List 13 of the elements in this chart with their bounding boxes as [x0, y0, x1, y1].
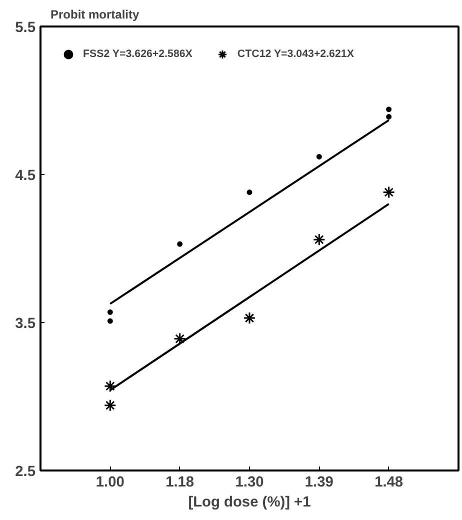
x-tick-label: 1.18	[166, 474, 194, 490]
y-axis-title: Probit mortality	[50, 8, 140, 22]
x-tick-label: 1.00	[96, 474, 124, 490]
y-tick-label: 2.5	[15, 464, 36, 480]
x-tick-label: 1.48	[374, 474, 404, 490]
x-tick-label: 1.30	[235, 474, 264, 490]
x-tick-label: 1.39	[304, 474, 334, 490]
x-axis-title: [Log dose (%)] +1	[188, 494, 311, 510]
y-tick-label: 4.5	[15, 168, 36, 184]
y-tick-label: 5.5	[15, 20, 36, 36]
legend-label: CTC12 Y=3.043+2.621X	[237, 48, 354, 60]
y-tick-label: 3.5	[15, 316, 36, 332]
legend-label: FSS2 Y=3.626+2.586X	[83, 48, 192, 60]
